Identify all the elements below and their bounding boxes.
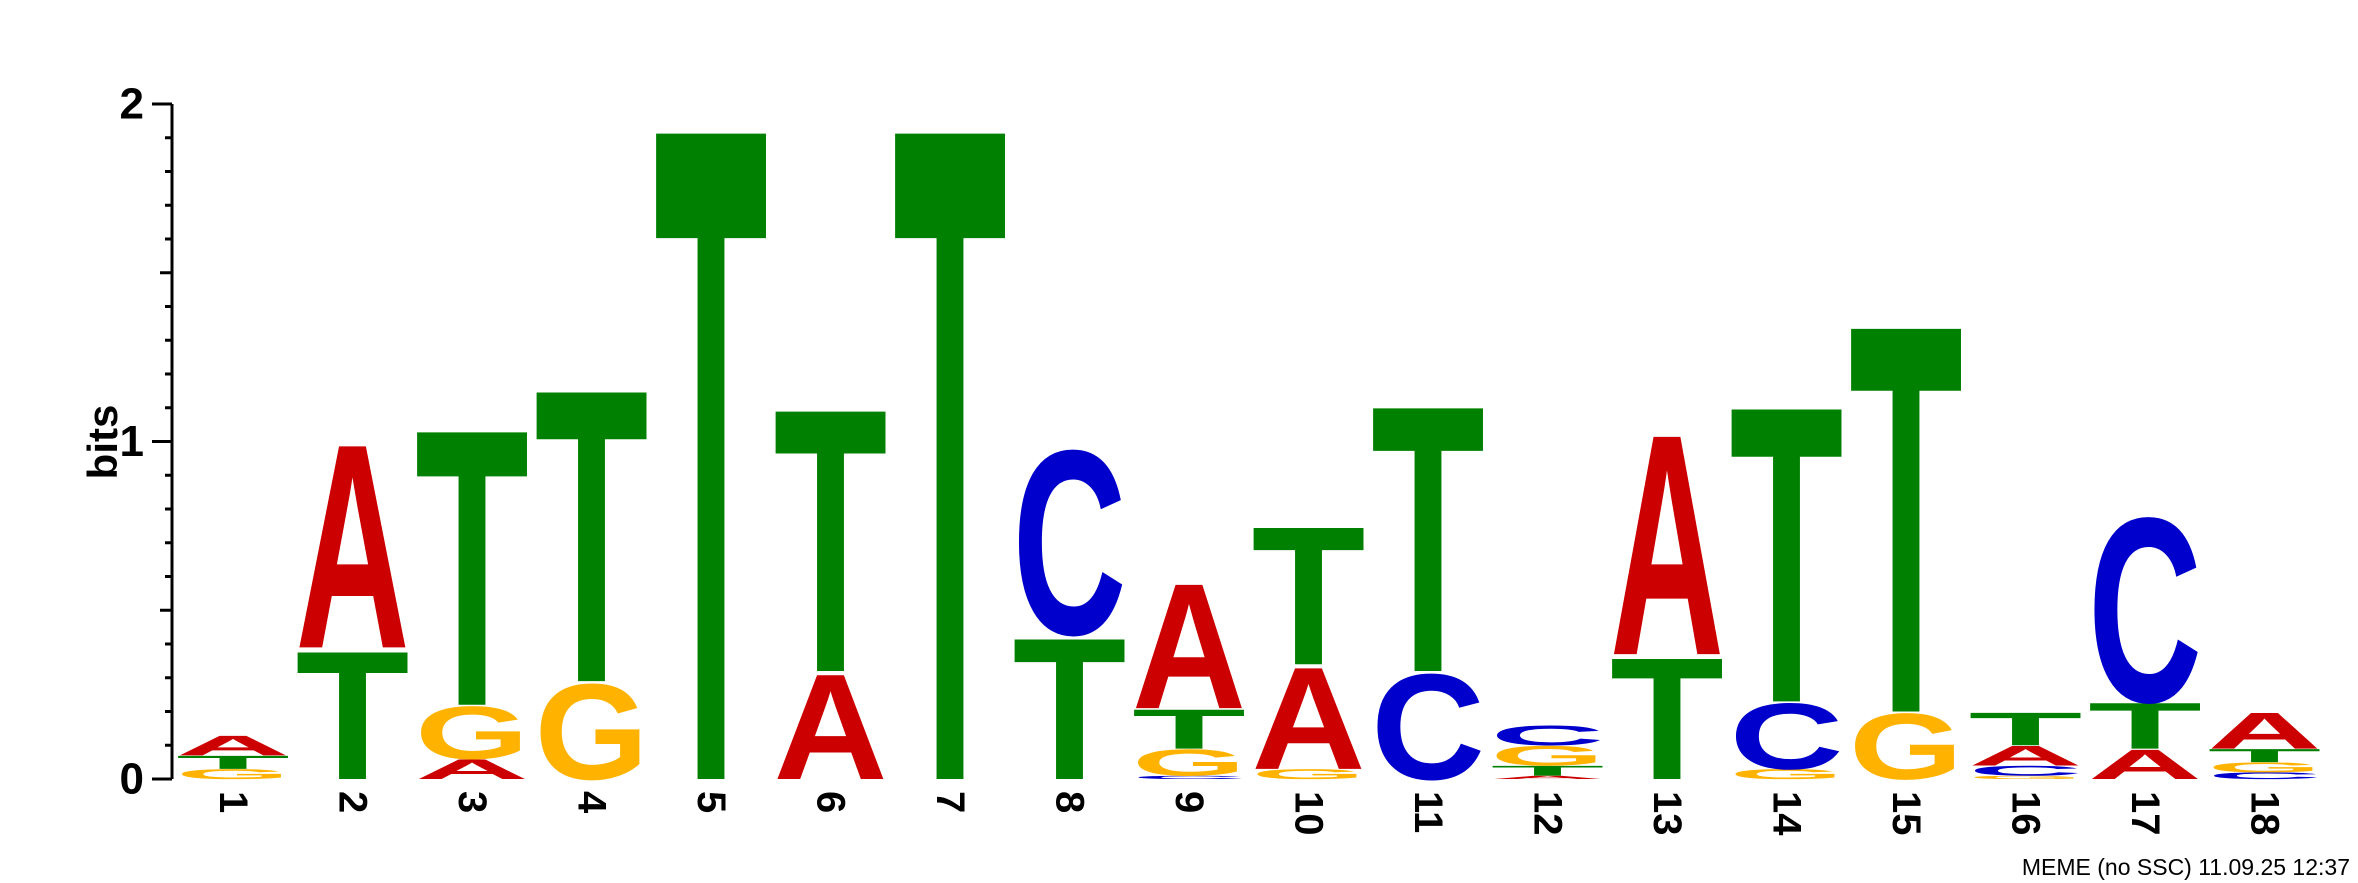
x-tick-label: 16 xyxy=(2004,791,2048,836)
logo-letter-a: A xyxy=(415,754,529,786)
y-tick-label: 0 xyxy=(120,755,144,804)
logo-letter-t: T xyxy=(1849,207,1963,829)
logo-letter-t: T xyxy=(1610,623,1724,817)
logo-letter-t: T xyxy=(296,613,410,818)
x-tick-label: 7 xyxy=(928,791,972,813)
logo-letter-c: C xyxy=(1012,396,1126,691)
logo-letter-g: G xyxy=(1730,766,1844,782)
logo-letter-t: T xyxy=(176,752,290,773)
logo-letter-a: A xyxy=(2207,702,2321,760)
logo-letter-t: T xyxy=(893,0,1007,883)
x-tick-label: 4 xyxy=(570,791,614,814)
logo-letter-c: C xyxy=(2207,770,2321,781)
logo-letter-t: T xyxy=(1252,485,1366,706)
logo-letter-c: C xyxy=(2088,463,2202,758)
logo-letter-t: T xyxy=(1371,325,1485,752)
logo-letter-g: G xyxy=(415,691,529,775)
logo-letter-a: A xyxy=(176,730,290,762)
logo-letter-g: G xyxy=(1491,740,1605,772)
logo-letter-a: A xyxy=(1610,368,1724,721)
logo-letter-t: T xyxy=(654,0,768,883)
y-axis-label: bits xyxy=(79,405,126,480)
logo-letter-a: A xyxy=(1132,546,1246,747)
logo-letter-g: G xyxy=(1969,775,2083,780)
logo-letter-g: G xyxy=(2208,760,2322,776)
logo-letter-c: C xyxy=(1729,683,1843,789)
logo-letter-c: C xyxy=(1968,763,2082,779)
x-tick-label: 1 xyxy=(211,791,255,813)
logo-letter-t: T xyxy=(1132,698,1246,761)
logo-letter-c: C xyxy=(1132,775,1246,780)
logo-letter-c: C xyxy=(1490,720,1604,752)
x-tick-label: 6 xyxy=(809,791,853,813)
logo-letter-g: G xyxy=(1132,741,1246,783)
logo-letter-g: G xyxy=(535,656,649,808)
x-tick-label: 5 xyxy=(689,791,733,813)
x-tick-label: 17 xyxy=(2123,791,2167,836)
x-tick-label: 14 xyxy=(1765,791,1809,836)
logo-letter-t: T xyxy=(774,331,888,752)
x-tick-label: 12 xyxy=(1526,791,1570,836)
y-tick-label: 2 xyxy=(120,80,144,129)
logo-letter-a: A xyxy=(295,382,409,709)
logo-letter-t: T xyxy=(1013,597,1127,823)
x-tick-label: 18 xyxy=(2243,791,2287,836)
x-tick-label: 9 xyxy=(1167,791,1211,813)
y-axis: 0 1 2 xyxy=(120,80,174,804)
logo-letter-t: T xyxy=(535,301,649,770)
x-tick-label: 10 xyxy=(1287,791,1331,836)
logo-letter-a: A xyxy=(773,642,887,811)
logo-letter-t: T xyxy=(1730,318,1844,792)
logo-letter-a: A xyxy=(1968,740,2082,772)
logo-letter-a: A xyxy=(1490,775,1604,780)
logo-letter-t: T xyxy=(2208,745,2322,766)
x-tick-label: 11 xyxy=(1406,791,1450,833)
logo-letter-t: T xyxy=(1491,763,1605,779)
logo-letter-c: C xyxy=(1371,642,1485,811)
logo-letter-a: A xyxy=(1251,637,1365,800)
logo-letter-g: G xyxy=(1849,694,1963,800)
x-tick-label: 13 xyxy=(1645,791,1689,836)
logo-letter-t: T xyxy=(2088,689,2202,763)
y-tick-label: 1 xyxy=(120,417,144,466)
x-tick-label: 3 xyxy=(450,791,494,813)
x-axis-labels: 1 2 3 4 5 6 7 8 9 10 11 12 13 14 15 16 17 18 xyxy=(211,791,2287,836)
footer-caption: MEME (no SSC) 11.09.25 12:37 xyxy=(2021,854,2350,880)
logo-letter-t: T xyxy=(415,347,529,790)
logo-letter-g: G xyxy=(176,766,290,782)
x-tick-label: 8 xyxy=(1048,791,1092,813)
x-tick-label: 15 xyxy=(1884,791,1928,836)
logo-letter-g: G xyxy=(1252,766,1366,782)
logo-letter-a: A xyxy=(2088,741,2202,788)
x-tick-label: 2 xyxy=(331,791,375,813)
logo-letter-t: T xyxy=(1969,703,2083,756)
